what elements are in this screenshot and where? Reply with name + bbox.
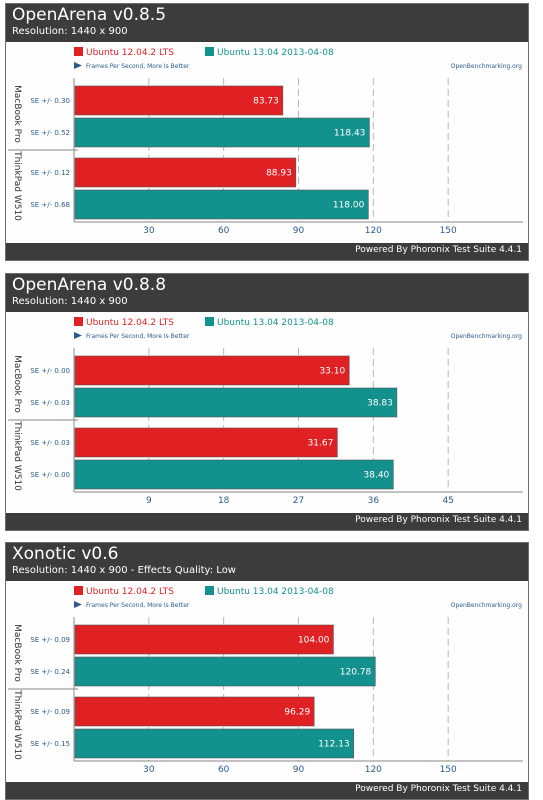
chart-footer: Powered By Phoronix Test Suite 4.4.1: [6, 513, 528, 530]
chart-svg: Ubuntu 12.04.2 LTS Ubuntu 13.04 2013-04-0…: [8, 586, 523, 775]
x-tick-label: 120: [365, 765, 382, 775]
x-tick-label: 90: [293, 226, 305, 236]
se-label: SE +/- 0.15: [30, 740, 70, 748]
bar: [74, 427, 338, 458]
chart-header: OpenArena v0.8.5 Resolution: 1440 x 900: [6, 4, 528, 42]
bar-value-label: 118.43: [334, 129, 366, 139]
bar-value-label: 104.00: [298, 636, 330, 646]
bar-value-label: 96.29: [284, 708, 310, 718]
legend-swatch: [74, 586, 83, 595]
legend-label: Ubuntu 13.04 2013-04-08: [217, 318, 334, 328]
se-label: SE +/- 0.09: [30, 636, 70, 644]
chart-subtitle: Resolution: 1440 x 900: [12, 26, 128, 37]
chart-title: Xonotic v0.6: [12, 544, 119, 564]
se-label: SE +/- 0.03: [30, 399, 70, 407]
x-tick-label: 30: [143, 765, 155, 775]
chart-svg: Ubuntu 12.04.2 LTS Ubuntu 13.04 2013-04-0…: [8, 47, 523, 236]
se-label: SE +/- 0.68: [30, 201, 70, 209]
x-tick-label: 36: [368, 496, 380, 506]
x-tick-label: 60: [218, 226, 230, 236]
chart-subtitle: Resolution: 1440 x 900 - Effects Quality…: [12, 565, 236, 576]
se-label: SE +/- 0.24: [30, 668, 70, 676]
bar: [74, 624, 334, 655]
bar-value-label: 38.40: [364, 471, 390, 481]
legend-label: Ubuntu 12.04.2 LTS: [86, 587, 174, 597]
se-label: SE +/- 0.30: [30, 97, 70, 105]
footer-label: Powered By Phoronix Test Suite 4.4.1: [355, 245, 522, 255]
bar: [74, 85, 284, 116]
chart-footer: Powered By Phoronix Test Suite 4.4.1: [6, 782, 528, 799]
chart-panel: OpenArena v0.8.8 Resolution: 1440 x 900 Ub…: [5, 273, 529, 531]
bar-value-label: 120.78: [340, 668, 372, 678]
group-label: ThinkPad W510: [12, 420, 22, 491]
x-tick-label: 30: [143, 226, 155, 236]
x-tick-label: 90: [293, 765, 305, 775]
legend-label: Ubuntu 13.04 2013-04-08: [217, 587, 334, 597]
footer-label: Powered By Phoronix Test Suite 4.4.1: [355, 784, 522, 794]
chart-subtitle: Resolution: 1440 x 900: [12, 296, 128, 307]
direction-note: Frames Per Second, More Is Better: [86, 333, 190, 340]
legend-swatch: [205, 317, 214, 326]
group-label: MacBook Pro: [12, 355, 22, 413]
se-label: SE +/- 0.00: [30, 367, 70, 375]
direction-note: Frames Per Second, More Is Better: [86, 63, 190, 70]
bar: [74, 355, 350, 386]
chart-header: Xonotic v0.6 Resolution: 1440 x 900 - Eff…: [6, 543, 528, 581]
site-label: OpenBenchmarking.org: [451, 333, 522, 340]
bar: [74, 728, 355, 759]
chart-footer: Powered By Phoronix Test Suite 4.4.1: [6, 243, 528, 260]
direction-note: Frames Per Second, More Is Better: [86, 602, 190, 609]
bar-value-label: 112.13: [318, 740, 350, 750]
se-label: SE +/- 0.00: [30, 471, 70, 479]
x-tick-label: 18: [218, 496, 230, 506]
bar: [74, 696, 315, 727]
bar-value-label: 31.67: [308, 439, 334, 449]
chart-title: OpenArena v0.8.8: [12, 275, 167, 295]
bar: [74, 117, 370, 148]
chart-header: OpenArena v0.8.8 Resolution: 1440 x 900: [6, 274, 528, 312]
legend-label: Ubuntu 13.04 2013-04-08: [217, 48, 334, 58]
legend-label: Ubuntu 12.04.2 LTS: [86, 318, 174, 328]
direction-arrow-icon: [74, 601, 82, 608]
legend-swatch: [74, 317, 83, 326]
x-tick-label: 60: [218, 765, 230, 775]
legend-swatch: [205, 47, 214, 56]
site-label: OpenBenchmarking.org: [451, 602, 522, 609]
se-label: SE +/- 0.09: [30, 708, 70, 716]
site-label: OpenBenchmarking.org: [451, 63, 522, 70]
bar-value-label: 88.93: [266, 169, 292, 179]
bar-value-label: 83.73: [253, 97, 279, 107]
group-label: ThinkPad W510: [12, 150, 22, 221]
bar: [74, 656, 376, 687]
group-label: ThinkPad W510: [12, 689, 22, 760]
x-tick-label: 120: [365, 226, 382, 236]
group-label: MacBook Pro: [12, 624, 22, 682]
chart-title: OpenArena v0.8.5: [12, 5, 167, 25]
x-tick-label: 9: [146, 496, 152, 506]
chart-panel: Xonotic v0.6 Resolution: 1440 x 900 - Eff…: [5, 542, 529, 800]
se-label: SE +/- 0.52: [30, 129, 70, 137]
chart-panel: OpenArena v0.8.5 Resolution: 1440 x 900 Ub…: [5, 3, 529, 261]
direction-arrow-icon: [74, 62, 82, 69]
chart-svg: Ubuntu 12.04.2 LTS Ubuntu 13.04 2013-04-0…: [8, 317, 523, 506]
group-label: MacBook Pro: [12, 85, 22, 143]
se-label: SE +/- 0.03: [30, 439, 70, 447]
x-tick-label: 150: [440, 765, 457, 775]
bar-value-label: 38.83: [367, 399, 393, 409]
bar: [74, 387, 398, 418]
bar: [74, 157, 297, 188]
x-tick-label: 45: [442, 496, 453, 506]
bar-value-label: 33.10: [319, 367, 345, 377]
bar-value-label: 118.00: [333, 201, 365, 211]
legend-swatch: [74, 47, 83, 56]
legend-swatch: [205, 586, 214, 595]
x-tick-label: 150: [440, 226, 457, 236]
direction-arrow-icon: [74, 332, 82, 339]
se-label: SE +/- 0.12: [30, 169, 70, 177]
bar: [74, 189, 369, 220]
legend-label: Ubuntu 12.04.2 LTS: [86, 48, 174, 58]
footer-label: Powered By Phoronix Test Suite 4.4.1: [355, 515, 522, 525]
x-tick-label: 27: [293, 496, 304, 506]
bar: [74, 459, 394, 490]
